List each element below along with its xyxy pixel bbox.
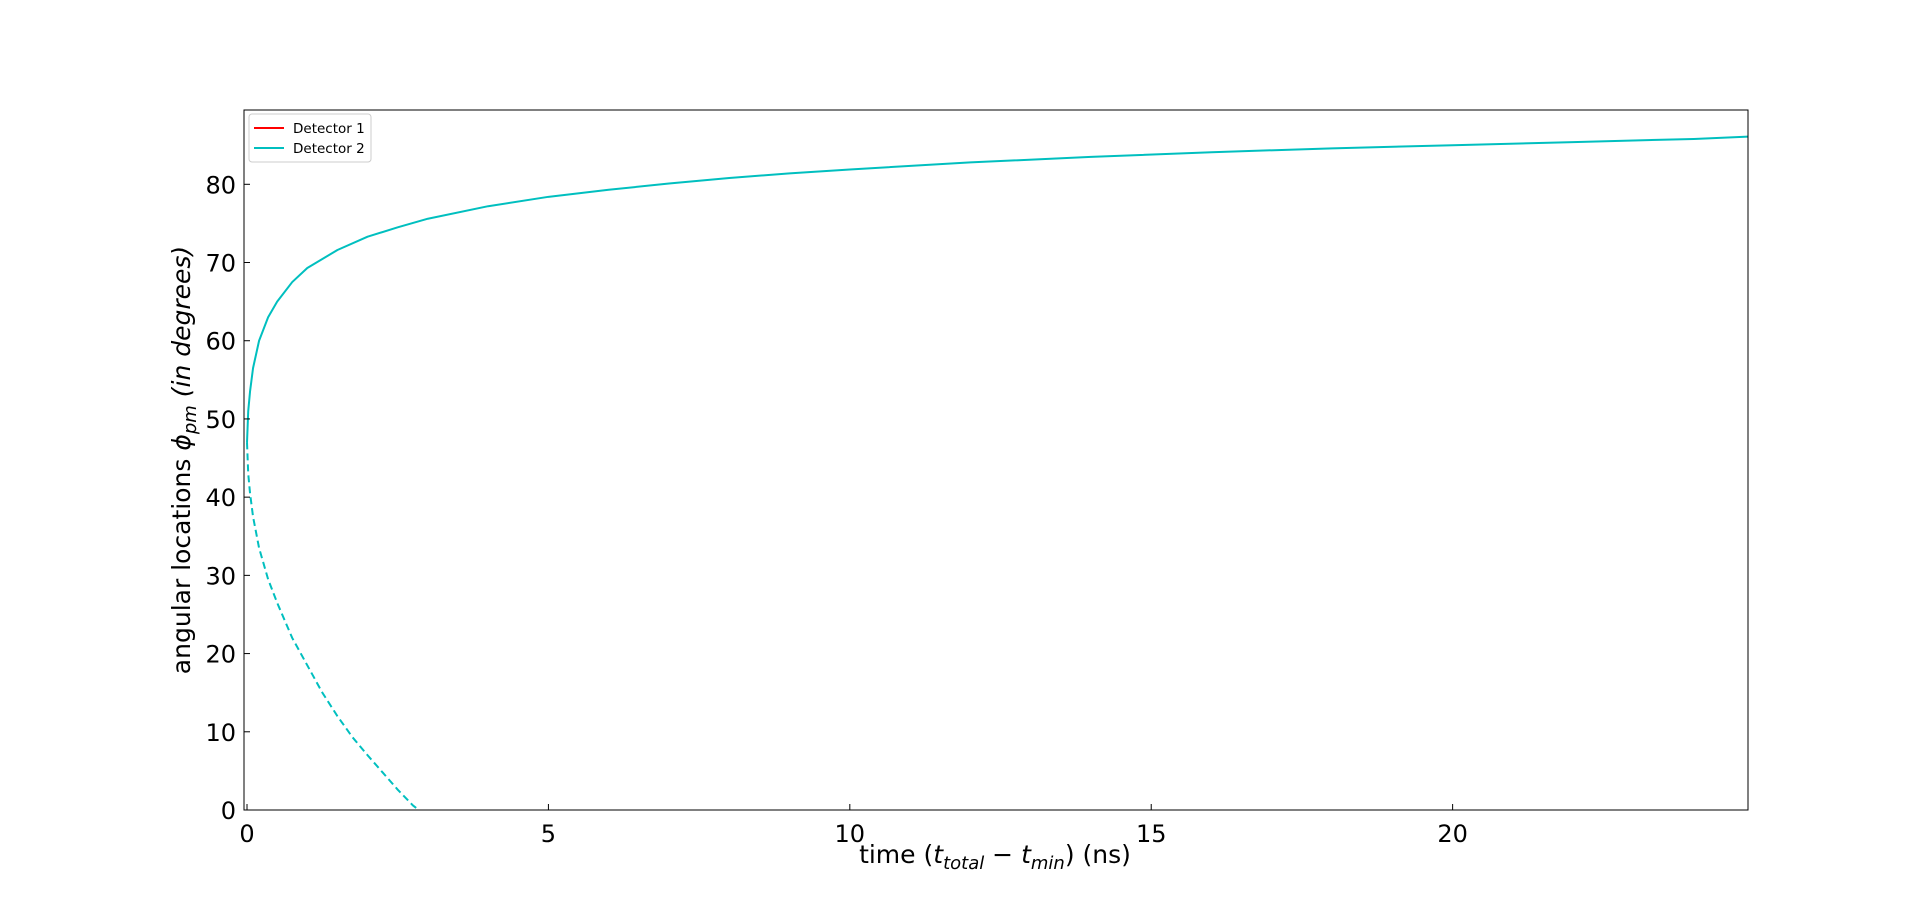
- x-tick-label: 15: [1136, 820, 1167, 848]
- x-label-t2-sub: min: [1031, 853, 1065, 874]
- y-tick-label: 30: [205, 562, 236, 590]
- x-tick-label: 20: [1437, 820, 1468, 848]
- plot-area-frame: [243, 109, 1749, 811]
- y-label-suffix: (in degrees): [167, 246, 196, 405]
- x-label-t2: t: [1021, 840, 1032, 869]
- y-tick-label: 10: [205, 719, 236, 747]
- series-line-dashed-2: [246, 442, 420, 811]
- legend-box: [248, 113, 372, 163]
- y-tick-label: 60: [205, 328, 236, 356]
- x-axis-label: time (ttotal − tmin) (ns): [859, 840, 1131, 874]
- y-axis-label: angular locations ϕpm (in degrees): [167, 246, 201, 674]
- x-label-t1-sub: total: [943, 853, 984, 874]
- x-tick-label: 5: [541, 820, 556, 848]
- legend: Detector 1 Detector 2: [248, 113, 372, 163]
- legend-label-detector-1: Detector 1: [293, 121, 365, 137]
- ticks-layer: 0 5 10 15 20 0 10 20 30 40 50 60 70 80: [205, 171, 1467, 848]
- x-tick-label: 0: [239, 820, 254, 848]
- y-tick-label: 20: [205, 641, 236, 669]
- y-label-phi-sub: pm: [180, 405, 201, 435]
- series-line-1: [246, 135, 1749, 443]
- x-label-suffix: ) (ns): [1065, 840, 1131, 869]
- y-label-prefix: angular locations: [167, 451, 196, 675]
- series-layer: [246, 135, 1749, 811]
- y-tick-label: 0: [221, 797, 236, 825]
- y-tick-label: 70: [205, 250, 236, 278]
- y-tick-label: 80: [205, 171, 236, 199]
- y-tick-label: 50: [205, 406, 236, 434]
- y-tick-label: 40: [205, 484, 236, 512]
- x-tick-label: 10: [835, 820, 866, 848]
- x-label-minus: −: [984, 840, 1021, 869]
- legend-label-detector-2: Detector 2: [293, 141, 365, 157]
- x-label-prefix: time (: [859, 840, 933, 869]
- x-label-t1: t: [933, 840, 944, 869]
- y-label-phi: ϕ: [167, 434, 196, 451]
